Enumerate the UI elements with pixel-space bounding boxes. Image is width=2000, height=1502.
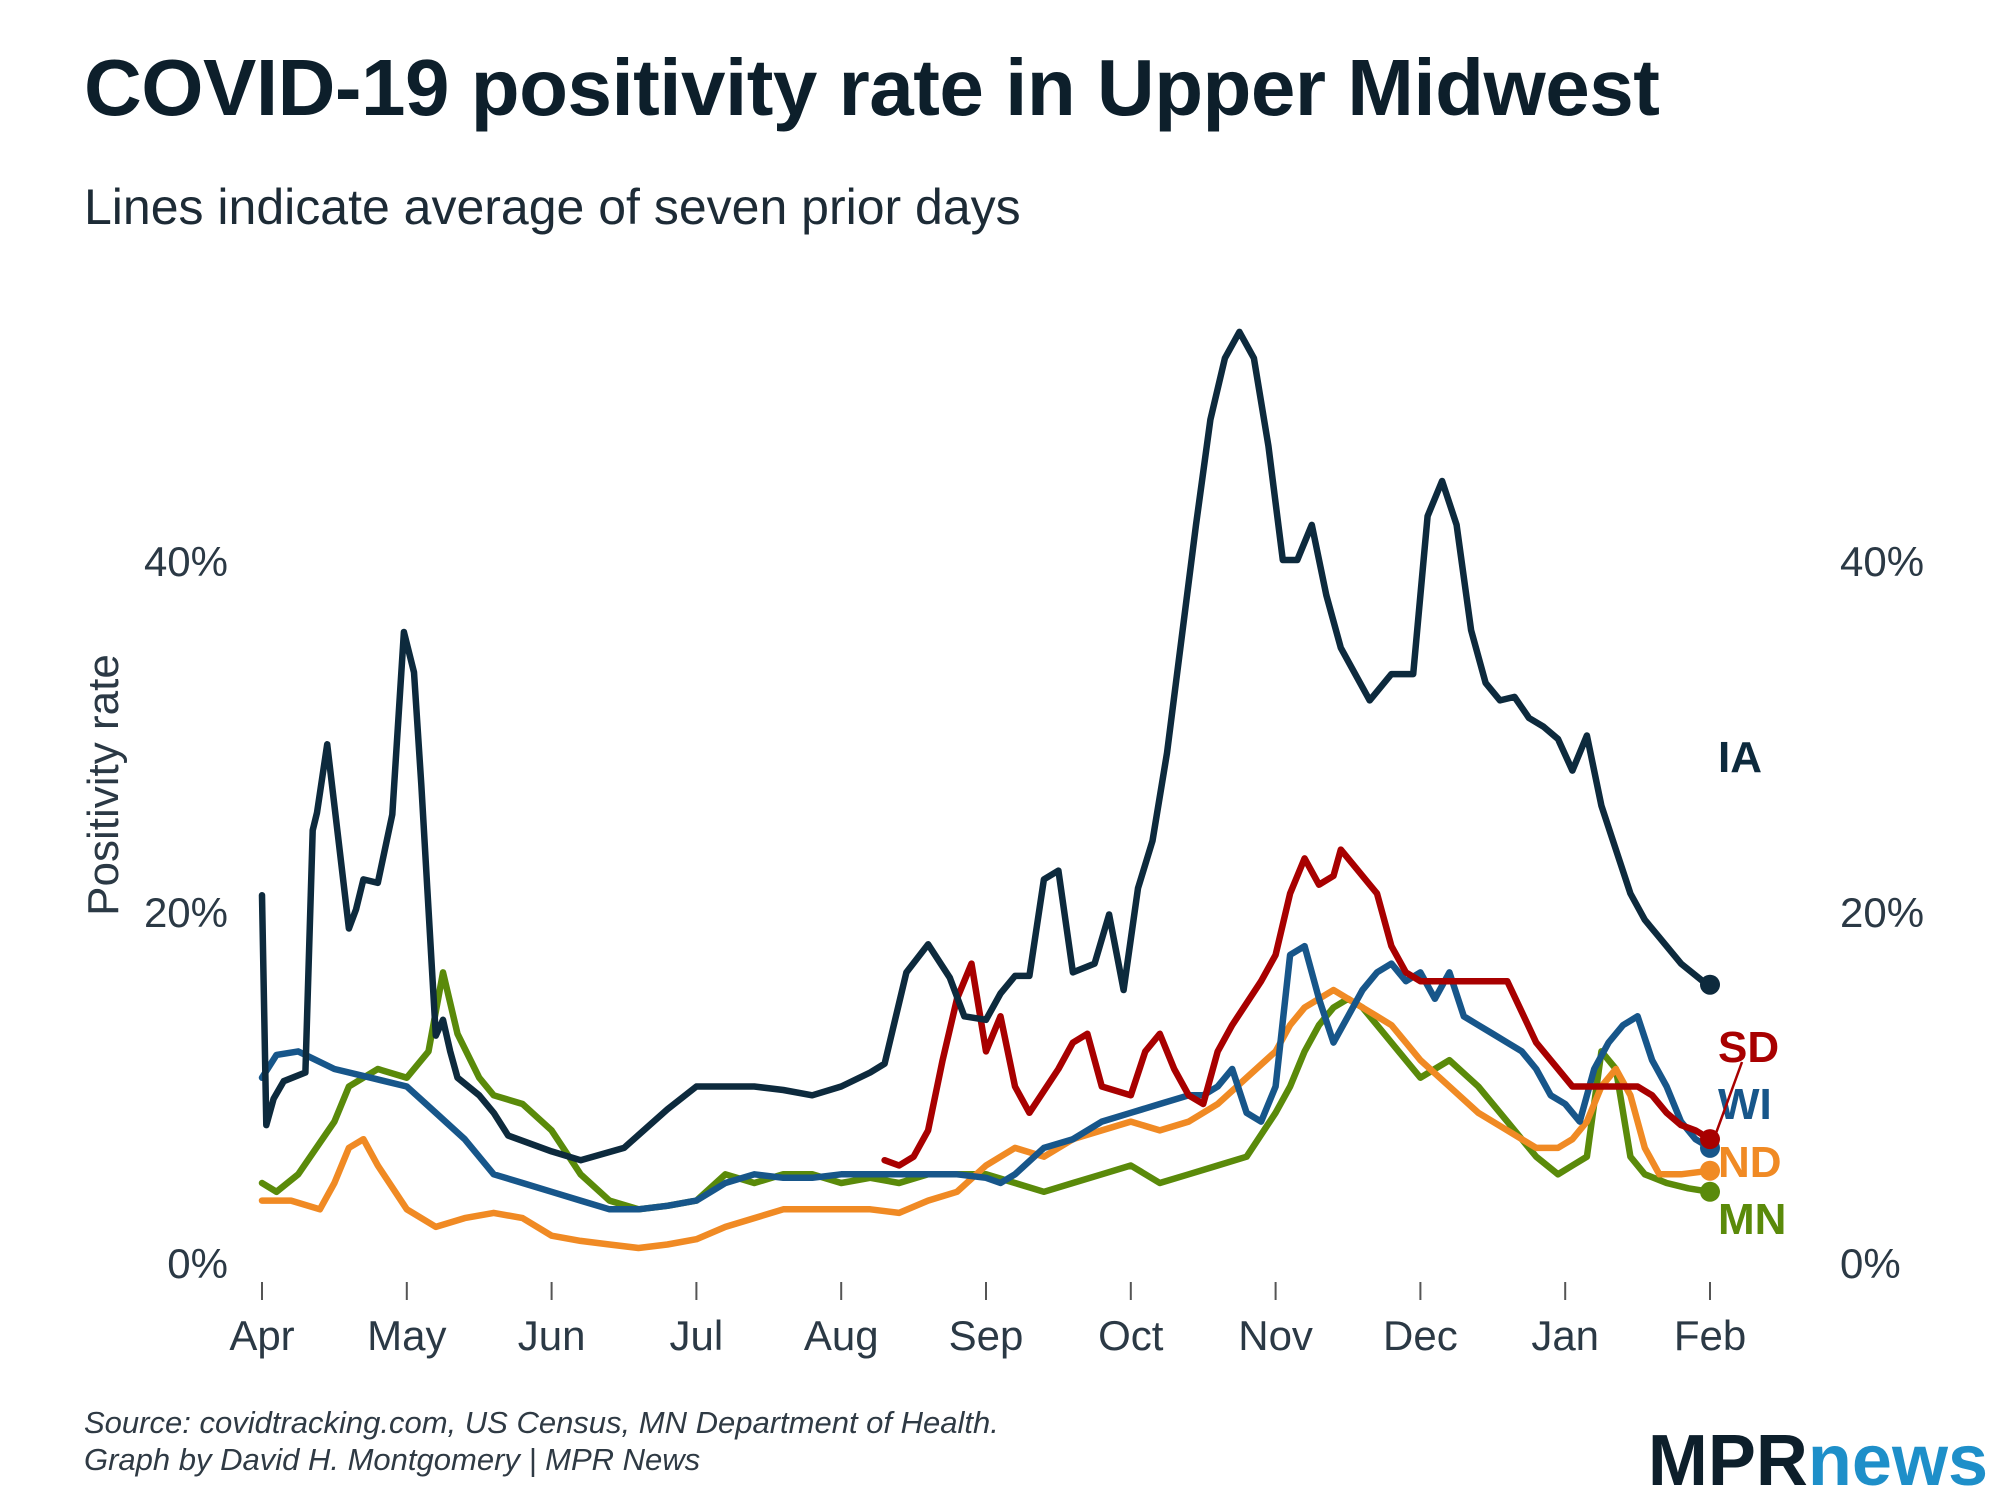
- logo-news: news: [1807, 1421, 1988, 1501]
- x-tick-label: Dec: [1383, 1312, 1458, 1359]
- sd-leader-line: [1714, 1061, 1744, 1134]
- end-label-nd: ND: [1718, 1138, 1782, 1187]
- x-tick-label: Jun: [518, 1312, 586, 1359]
- y-tick-label-right: 0%: [1840, 1240, 1901, 1287]
- chart-subtitle: Lines indicate average of seven prior da…: [84, 179, 1021, 235]
- end-label-mn: MN: [1718, 1195, 1786, 1244]
- x-tick-label: Nov: [1238, 1312, 1313, 1359]
- y-tick-label-right: 20%: [1840, 889, 1924, 936]
- series-line-nd: [258, 986, 1714, 1252]
- y-tick-label-right: 40%: [1840, 538, 1924, 585]
- end-label-sd: SD: [1718, 1023, 1779, 1072]
- x-tick-label: Apr: [229, 1312, 294, 1359]
- x-tick-label: Jan: [1531, 1312, 1599, 1359]
- series-end-point-sd: [1700, 1129, 1720, 1150]
- y-tick-label-left: 20%: [144, 889, 228, 936]
- series-end-point-ia: [1700, 974, 1720, 995]
- x-tick-label: May: [367, 1312, 446, 1359]
- source-note: Source: covidtracking.com, US Census, MN…: [84, 1404, 999, 1478]
- series-end-point-nd: [1700, 1160, 1720, 1181]
- y-axis-left: 0% 20% 40%: [144, 538, 228, 1287]
- mpr-news-logo: MPRnews: [1648, 1420, 1988, 1502]
- chart-title: COVID-19 positivity rate in Upper Midwes…: [84, 43, 1660, 132]
- y-axis-title: Positivity rate: [79, 654, 128, 916]
- series-end-point-mn: [1700, 1181, 1720, 1202]
- series-line-ia: [258, 328, 1714, 1164]
- series-lines: [258, 328, 1720, 1252]
- source-line-1: Source: covidtracking.com, US Census, MN…: [84, 1405, 999, 1440]
- y-tick-label-left: 40%: [144, 538, 228, 585]
- logo-mpr: MPR: [1647, 1421, 1808, 1501]
- x-tick-label: Oct: [1098, 1312, 1164, 1359]
- x-tick-label: Feb: [1674, 1312, 1746, 1359]
- x-axis: Apr May Jun Jul Aug Sep Oct Nov Dec Jan Feb: [229, 1282, 1746, 1359]
- series-line-wi: [258, 942, 1714, 1213]
- source-line-2: Graph by David H. Montgomery | MPR News: [84, 1442, 701, 1477]
- series-line-sd: [881, 846, 1714, 1169]
- y-axis-right: 0% 20% 40%: [1840, 538, 1924, 1287]
- x-tick-label: Jul: [670, 1312, 724, 1359]
- x-tick-label: Aug: [804, 1312, 879, 1359]
- x-tick-label: Sep: [949, 1312, 1024, 1359]
- end-label-ia: IA: [1718, 733, 1762, 782]
- series-line-mn: [258, 969, 1714, 1213]
- y-tick-label-left: 0%: [167, 1240, 228, 1287]
